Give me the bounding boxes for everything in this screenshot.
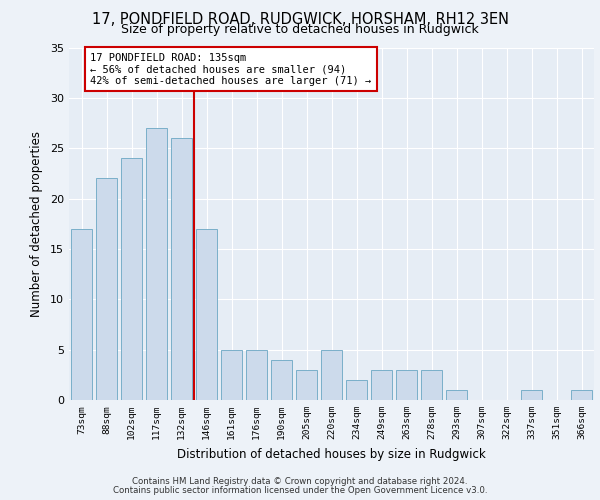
Text: Size of property relative to detached houses in Rudgwick: Size of property relative to detached ho…: [121, 22, 479, 36]
Text: Contains HM Land Registry data © Crown copyright and database right 2024.: Contains HM Land Registry data © Crown c…: [132, 477, 468, 486]
Bar: [346, 380, 367, 400]
Text: Contains public sector information licensed under the Open Government Licence v3: Contains public sector information licen…: [113, 486, 487, 495]
Bar: [271, 360, 292, 400]
Bar: [446, 390, 467, 400]
X-axis label: Distribution of detached houses by size in Rudgwick: Distribution of detached houses by size …: [177, 448, 486, 460]
Bar: [371, 370, 392, 400]
Bar: [71, 229, 92, 400]
Text: 17 PONDFIELD ROAD: 135sqm
← 56% of detached houses are smaller (94)
42% of semi-: 17 PONDFIELD ROAD: 135sqm ← 56% of detac…: [90, 52, 371, 86]
Bar: [146, 128, 167, 400]
Text: 17, PONDFIELD ROAD, RUDGWICK, HORSHAM, RH12 3EN: 17, PONDFIELD ROAD, RUDGWICK, HORSHAM, R…: [91, 12, 509, 28]
Bar: [421, 370, 442, 400]
Bar: [296, 370, 317, 400]
Bar: [171, 138, 192, 400]
Bar: [246, 350, 267, 400]
Bar: [196, 229, 217, 400]
Bar: [571, 390, 592, 400]
Bar: [96, 178, 117, 400]
Bar: [121, 158, 142, 400]
Y-axis label: Number of detached properties: Number of detached properties: [30, 130, 43, 317]
Bar: [521, 390, 542, 400]
Bar: [321, 350, 342, 400]
Bar: [221, 350, 242, 400]
Bar: [396, 370, 417, 400]
